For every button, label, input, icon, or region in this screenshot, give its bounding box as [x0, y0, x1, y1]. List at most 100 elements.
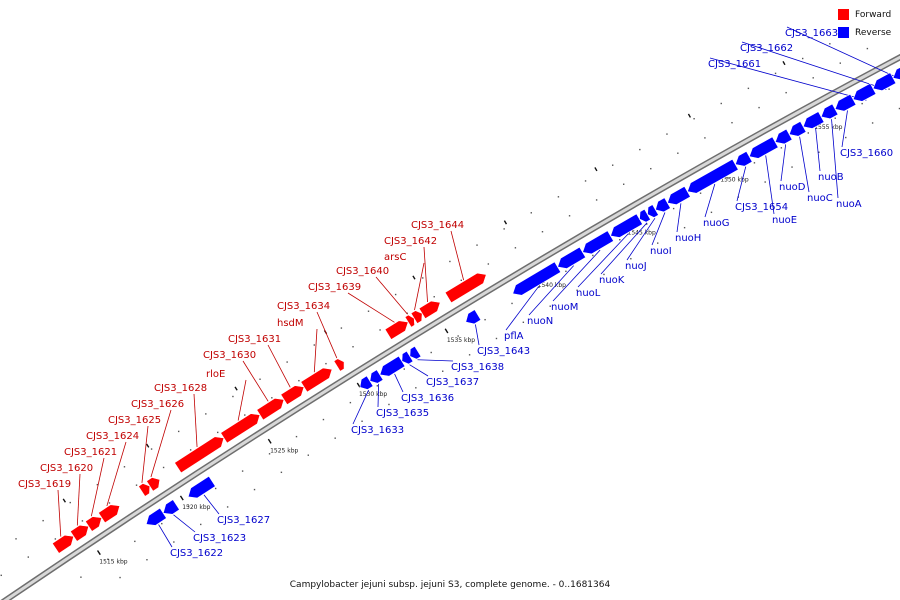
gene-arrow-CJS3_1644[interactable] [444, 272, 487, 304]
gene-label-nuoN[interactable]: nuoN [527, 316, 553, 327]
gene-label-CJS3_1637[interactable]: CJS3_1637 [426, 377, 479, 388]
gene-arrow-CJS3_1628[interactable] [174, 436, 225, 474]
gene-label-CJS3_1624[interactable]: CJS3_1624 [86, 431, 139, 442]
gene-arrow-CJS3_1636[interactable] [379, 355, 406, 377]
gene-label-nuoK[interactable]: nuoK [599, 275, 625, 286]
gene-label-CJS3_1628[interactable]: CJS3_1628 [154, 383, 207, 394]
position-dot [584, 180, 587, 182]
gene-arrow-CJS3_1626[interactable] [146, 477, 161, 492]
gene-label-CJS3_1633[interactable]: CJS3_1633 [351, 425, 404, 436]
gene-label-CJS3_1621[interactable]: CJS3_1621 [64, 447, 117, 458]
gene-arrow-CJS3_1634[interactable] [333, 358, 345, 372]
gene-label-CJS3_1619[interactable]: CJS3_1619 [18, 479, 71, 490]
gene-arrow-nuoC[interactable] [788, 121, 807, 137]
gene-arrow-CJS3_1627[interactable] [187, 475, 216, 499]
gene-label-CJS3_1654[interactable]: CJS3_1654 [735, 202, 788, 213]
gene-label-nuoE[interactable]: nuoE [772, 215, 797, 226]
position-dot [801, 57, 804, 60]
gene-label-hsdM[interactable]: hsdM [277, 318, 304, 329]
gene-arrow-nuoH[interactable] [667, 185, 691, 205]
gene-arrow-rloE[interactable] [220, 413, 261, 444]
gene-label-CJS3_1635[interactable]: CJS3_1635 [376, 408, 429, 419]
gene-arrow-nuoG[interactable] [687, 158, 739, 194]
gene-label-pflA[interactable]: pflA [504, 331, 524, 342]
gene-label-CJS3_1661[interactable]: CJS3_1661 [708, 59, 761, 70]
gene-arrow-CJS3_1620[interactable] [69, 524, 90, 542]
gene-label-nuoL[interactable]: nuoL [576, 288, 601, 299]
genome-caption: Campylobacter jejuni subsp. jejuni S3, c… [289, 580, 611, 590]
gene-arrow-nuoD[interactable] [774, 128, 793, 145]
gene-label-CJS3_1623[interactable]: CJS3_1623 [193, 533, 246, 544]
gene-label-arsC[interactable]: arsC [384, 252, 406, 263]
gene-arrow-pflA[interactable] [512, 261, 562, 296]
gene-arrow-CJS3_1662[interactable] [872, 72, 897, 91]
gene-label-CJS3_1620[interactable]: CJS3_1620 [40, 463, 93, 474]
gene-label-CJS3_1643[interactable]: CJS3_1643 [477, 346, 530, 357]
gene-label-nuoG[interactable]: nuoG [703, 218, 730, 229]
gene-arrow-CJS3_1619[interactable] [51, 534, 75, 554]
gene-arrow-CJS3_1637[interactable] [401, 350, 414, 365]
gene-label-CJS3_1627[interactable]: CJS3_1627 [217, 515, 270, 526]
gene-arrow-CJS3_1630[interactable] [256, 397, 285, 421]
gene-label-CJS3_1639[interactable]: CJS3_1639 [308, 282, 361, 293]
gene-arrow-CJS3_1640[interactable] [404, 314, 415, 328]
gene-label-rloE[interactable]: rloE [206, 369, 225, 380]
position-dot [693, 118, 695, 120]
position-dot [639, 148, 641, 151]
gene-label-CJS3_1625[interactable]: CJS3_1625 [108, 415, 161, 426]
gene-arrow-CJS3_1635[interactable] [369, 369, 384, 384]
gene-arrow-CJS3_1654[interactable] [734, 150, 753, 167]
gene-arrow-nuoN[interactable] [557, 246, 587, 269]
gene-label-CJS3_1638[interactable]: CJS3_1638 [451, 362, 504, 373]
gene-arrow-hsdM[interactable] [300, 367, 333, 393]
gene-label-CJS3_1660[interactable]: CJS3_1660 [840, 148, 893, 159]
gene-arrow-nuoL[interactable] [610, 213, 643, 238]
gene-arrow-CJS3_1642[interactable] [418, 300, 441, 320]
gene-label-nuoJ[interactable]: nuoJ [625, 261, 647, 272]
legend-item-forward: Forward [838, 8, 900, 21]
gene-arrow-nuoB[interactable] [802, 111, 825, 129]
gene-label-CJS3_1626[interactable]: CJS3_1626 [131, 399, 184, 410]
gene-arrow-CJS3_1621[interactable] [84, 516, 103, 532]
gene-label-CJS3_1636[interactable]: CJS3_1636 [401, 393, 454, 404]
leader-lines-layer [57, 26, 900, 548]
gene-arrow-CJS3_1624[interactable] [97, 504, 121, 524]
gene-arrow-CJS3_1638[interactable] [409, 345, 422, 360]
gene-label-nuoI[interactable]: nuoI [650, 246, 672, 257]
gene-arrow-CJS3_1660[interactable] [834, 93, 857, 112]
gene-label-CJS3_1640[interactable]: CJS3_1640 [336, 266, 389, 277]
gene-label-CJS3_1622[interactable]: CJS3_1622 [170, 548, 223, 559]
gene-arrow-CJS3_1625[interactable] [138, 483, 151, 497]
gene-label-CJS3_1663[interactable]: CJS3_1663 [785, 28, 838, 39]
gene-arrow-CJS3_1633[interactable] [359, 375, 374, 390]
position-dot [861, 102, 863, 105]
gene-arrow-CJS3_1661[interactable] [852, 82, 877, 102]
gene-label-nuoB[interactable]: nuoB [818, 172, 844, 183]
position-dot [758, 106, 760, 109]
gene-arrow-nuoM[interactable] [582, 230, 614, 255]
gene-arrow-nuoE[interactable] [748, 136, 779, 159]
gene-label-nuoA[interactable]: nuoA [836, 199, 862, 210]
gene-label-nuoH[interactable]: nuoH [675, 233, 701, 244]
gene-arrow-CJS3_1623[interactable] [162, 499, 180, 515]
gene-arrow-CJS3_1663[interactable] [892, 65, 900, 80]
gene-arrow-nuoK[interactable] [639, 208, 651, 223]
gene-arrow-nuoA[interactable] [820, 103, 839, 120]
gene-arrow-CJS3_1631[interactable] [280, 385, 305, 406]
gene-label-nuoC[interactable]: nuoC [807, 193, 833, 204]
gene-label-nuoD[interactable]: nuoD [779, 182, 806, 193]
gene-label-CJS3_1662[interactable]: CJS3_1662 [740, 43, 793, 54]
gene-arrow-CJS3_1622[interactable] [145, 507, 167, 526]
gene-arrow-nuoI[interactable] [655, 197, 671, 213]
gene-arrow-arsC[interactable] [410, 310, 423, 324]
gene-label-CJS3_1642[interactable]: CJS3_1642 [384, 236, 437, 247]
gene-label-CJS3_1631[interactable]: CJS3_1631 [228, 334, 281, 345]
gene-label-CJS3_1630[interactable]: CJS3_1630 [203, 350, 256, 361]
gene-label-nuoM[interactable]: nuoM [551, 302, 578, 313]
position-dot [683, 226, 686, 229]
gene-label-CJS3_1644[interactable]: CJS3_1644 [411, 220, 464, 231]
gene-arrow-CJS3_1643[interactable] [465, 309, 482, 325]
gene-label-CJS3_1634[interactable]: CJS3_1634 [277, 301, 330, 312]
gene-arrow-nuoJ[interactable] [647, 204, 659, 218]
gene-arrow-CJS3_1639[interactable] [384, 320, 409, 340]
